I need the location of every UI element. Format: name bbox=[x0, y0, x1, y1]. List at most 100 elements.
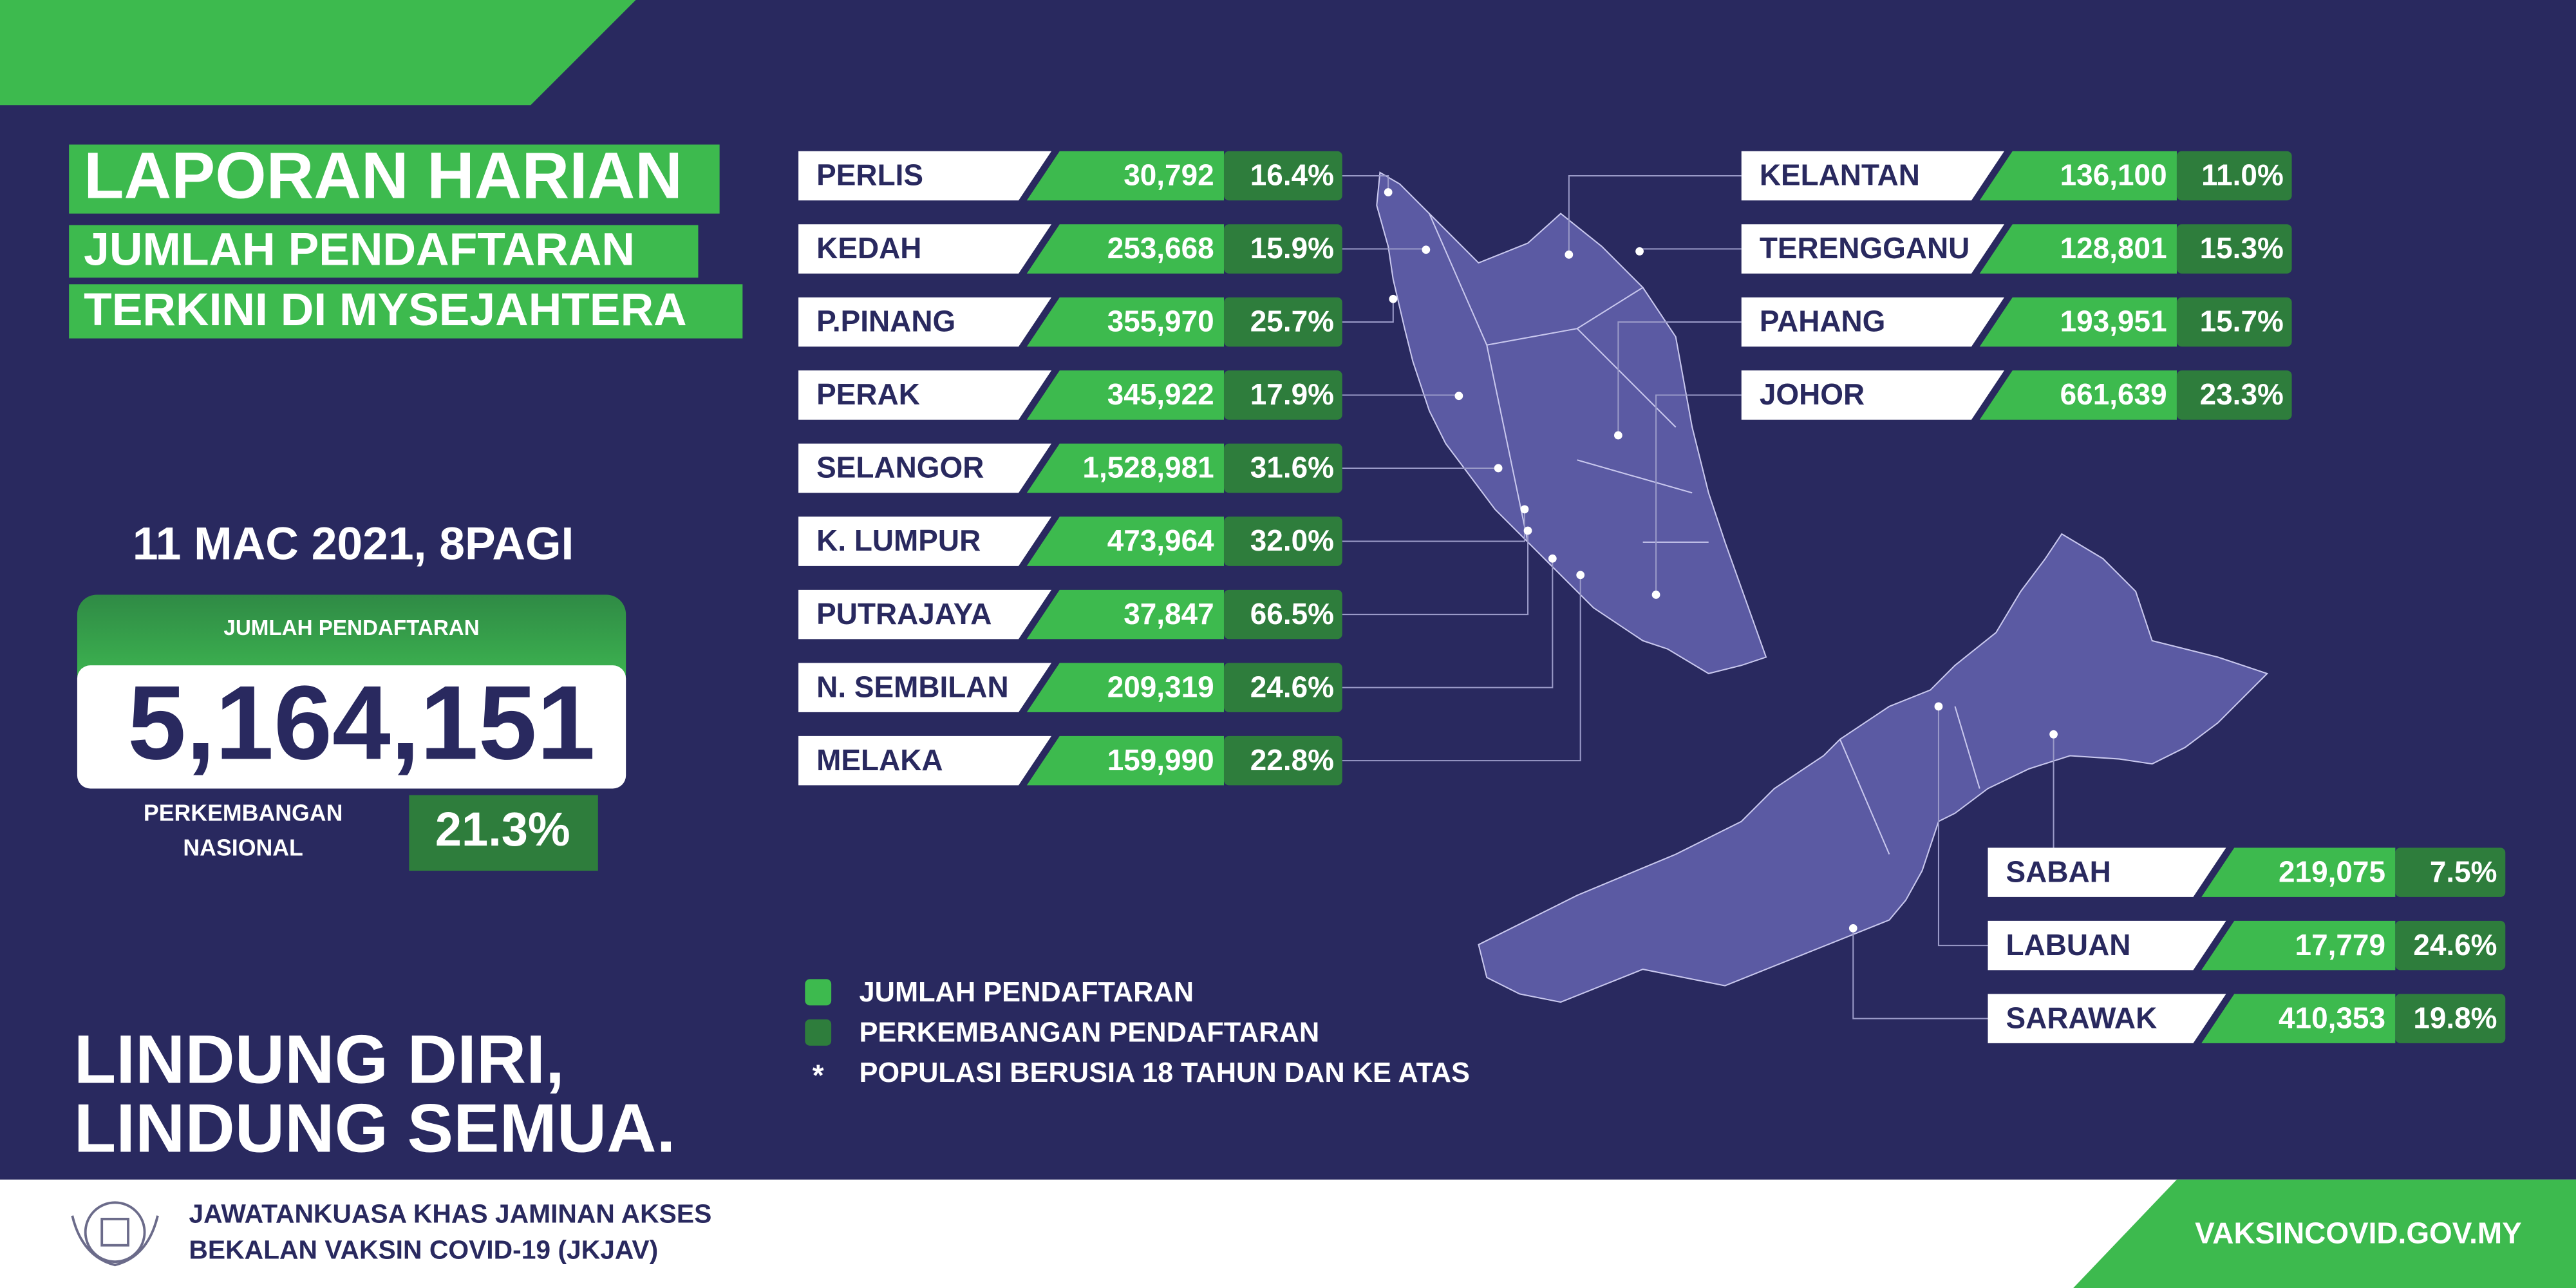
state-name: PAHANG bbox=[1760, 305, 1886, 338]
name-box bbox=[1741, 224, 2005, 274]
footer-committee: BEKALAN VAKSIN COVID-19 (JKJAV) bbox=[189, 1235, 658, 1265]
emblem-shape bbox=[71, 1215, 159, 1267]
borneo-map bbox=[1478, 533, 2269, 1003]
state-registrations: 17,779 bbox=[2295, 928, 2385, 961]
name-box bbox=[798, 224, 1052, 274]
count-box bbox=[1026, 589, 1224, 639]
state-growth: 16.4% bbox=[1250, 158, 1334, 192]
percent-box bbox=[2176, 297, 2292, 347]
state-name: PERAK bbox=[816, 377, 920, 411]
growth-label: NASIONAL bbox=[183, 835, 303, 860]
state-registrations: 209,319 bbox=[1107, 670, 1214, 703]
name-box bbox=[1741, 151, 2005, 201]
leader-line bbox=[1342, 530, 1529, 616]
legend-text: POPULASI BERUSIA 18 TAHUN DAN KE ATAS bbox=[860, 1057, 1470, 1088]
state-rows: PERLIS 30,792 16.4% KEDAH 253,668 15.9% P.PINA… bbox=[798, 151, 2506, 1043]
percent-box bbox=[1223, 443, 1342, 493]
state-growth: 7.5% bbox=[2430, 855, 2497, 888]
title-box bbox=[69, 144, 720, 214]
map-dot bbox=[1454, 392, 1463, 401]
slogan: LINDUNG SEMUA. bbox=[74, 1090, 676, 1167]
leader-line bbox=[1852, 928, 1988, 1019]
name-box bbox=[1988, 994, 2226, 1043]
total-label: JUMLAH PENDAFTARAN bbox=[223, 616, 479, 640]
name-box bbox=[1988, 848, 2226, 897]
title-line: LAPORAN HARIAN bbox=[84, 139, 682, 213]
state-name: MELAKA bbox=[816, 743, 943, 777]
percent-box bbox=[1223, 589, 1342, 639]
state-borders bbox=[1429, 213, 1980, 855]
state-name: TERENGGANU bbox=[1760, 231, 1970, 265]
growth-label: PERKEMBANGAN bbox=[144, 800, 343, 826]
state-registrations: 661,639 bbox=[2060, 377, 2167, 411]
map-dot bbox=[1565, 251, 1574, 259]
percent-box bbox=[2395, 994, 2506, 1043]
leader-line bbox=[1342, 175, 1389, 193]
state-registrations: 1,528,981 bbox=[1082, 451, 1214, 484]
count-box bbox=[1026, 297, 1224, 347]
state-growth: 25.7% bbox=[1250, 305, 1334, 338]
state-growth: 32.0% bbox=[1250, 524, 1334, 557]
state-growth: 11.0% bbox=[2201, 158, 2284, 192]
state-name: PERLIS bbox=[816, 158, 923, 192]
footer-accent bbox=[2073, 1179, 2576, 1288]
state-name: LABUAN bbox=[2006, 928, 2131, 961]
count-box bbox=[1026, 151, 1224, 201]
legend-swatch bbox=[805, 979, 832, 1006]
peninsula-map bbox=[1376, 171, 1767, 675]
leader-line bbox=[1342, 574, 1581, 762]
title-box bbox=[69, 225, 699, 278]
legend-text: JUMLAH PENDAFTARAN bbox=[860, 977, 1194, 1008]
footer-website[interactable]: VAKSINCOVID.GOV.MY bbox=[2195, 1216, 2522, 1249]
percent-box bbox=[1223, 151, 1342, 201]
state-growth: 22.8% bbox=[1250, 743, 1334, 777]
emblem-shape bbox=[84, 1201, 146, 1264]
percent-box bbox=[2395, 920, 2506, 971]
legend-symbol: * bbox=[813, 1059, 824, 1092]
percent-box bbox=[1223, 663, 1342, 712]
state-registrations: 355,970 bbox=[1107, 305, 1214, 338]
name-box bbox=[798, 516, 1052, 566]
count-box bbox=[2201, 848, 2396, 897]
percent-box bbox=[1223, 370, 1342, 420]
count-box bbox=[1979, 224, 2177, 274]
map-dot bbox=[1548, 554, 1557, 563]
state-growth: 23.3% bbox=[2200, 377, 2284, 411]
state-name: P.PINANG bbox=[816, 305, 955, 338]
legend-text: PERKEMBANGAN PENDAFTARAN bbox=[860, 1017, 1320, 1048]
percent-box bbox=[1223, 224, 1342, 274]
name-box bbox=[798, 151, 1052, 201]
title-box bbox=[69, 284, 743, 339]
title-line: JUMLAH PENDAFTARAN bbox=[84, 224, 635, 276]
state-name: KEDAH bbox=[816, 231, 921, 265]
state-registrations: 136,100 bbox=[2060, 158, 2167, 192]
percent-box bbox=[2395, 848, 2506, 897]
name-box bbox=[798, 370, 1052, 420]
state-growth: 15.3% bbox=[2200, 231, 2284, 265]
map-dot bbox=[1520, 505, 1529, 514]
title-line: TERKINI DI MYSEJAHTERA bbox=[84, 284, 687, 336]
map-dot bbox=[1848, 923, 1857, 933]
leader-line bbox=[1655, 394, 1742, 595]
state-registrations: 473,964 bbox=[1107, 524, 1214, 557]
state-registrations: 159,990 bbox=[1107, 743, 1214, 777]
total-box bbox=[77, 665, 626, 789]
map-dot bbox=[1934, 702, 1943, 711]
count-box bbox=[1026, 735, 1224, 786]
percent-box bbox=[2176, 370, 2292, 420]
emblem-shape bbox=[100, 1217, 129, 1247]
percent-box bbox=[1223, 297, 1342, 347]
percent-box bbox=[2176, 224, 2292, 274]
state-growth: 24.6% bbox=[2413, 928, 2497, 961]
name-box bbox=[798, 663, 1052, 712]
state-growth: 15.9% bbox=[1250, 231, 1334, 265]
leader-line bbox=[1342, 509, 1525, 542]
leader-line bbox=[1568, 175, 1742, 255]
total-value: 5,164,151 bbox=[127, 663, 595, 781]
map-dot bbox=[1635, 247, 1644, 256]
state-registrations: 410,353 bbox=[2279, 1001, 2385, 1034]
name-box bbox=[798, 735, 1052, 786]
percent-box bbox=[1223, 516, 1342, 566]
state-growth: 31.6% bbox=[1250, 451, 1334, 484]
